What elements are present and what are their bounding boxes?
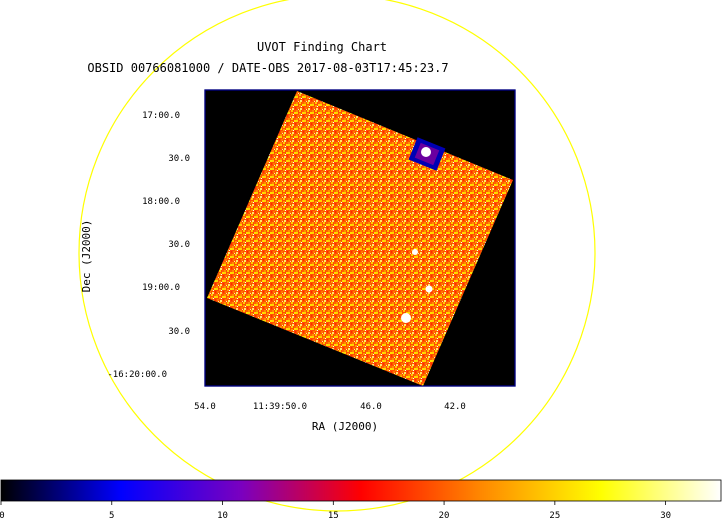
bright-source — [401, 313, 411, 323]
dec-tick-label: 30.0 — [168, 154, 190, 164]
ra-tick-label: 42.0 — [444, 402, 466, 412]
colorbar-ticks: 0 5 10 15 20 25 30 — [0, 501, 671, 521]
dec-tick-label: 19:00.0 — [142, 283, 180, 293]
colorbar — [0, 479, 722, 502]
y-axis-label: Dec (J2000) — [80, 220, 93, 293]
x-axis-label: RA (J2000) — [312, 420, 378, 433]
colorbar-tick-label: 5 — [109, 511, 114, 521]
colorbar-tick-label: 15 — [328, 511, 339, 521]
colorbar-tick-label: 20 — [439, 511, 450, 521]
ra-tick-label: 54.0 — [194, 402, 216, 412]
ra-tick-label: 11:39:50.0 — [253, 402, 307, 412]
bright-source — [412, 249, 418, 255]
dec-tick-label: 30.0 — [168, 240, 190, 250]
colorbar-tick-label: 10 — [217, 511, 228, 521]
ra-tick-label: 46.0 — [360, 402, 382, 412]
dec-tick-label: 17:00.0 — [142, 111, 180, 121]
chart-title: UVOT Finding Chart — [257, 40, 387, 54]
colorbar-tick-label: 25 — [549, 511, 560, 521]
dec-tick-label: -16:20:00.0 — [107, 370, 167, 380]
dec-tick-label: 18:00.0 — [142, 197, 180, 207]
colorbar-tick-label: 0 — [0, 511, 5, 521]
dec-tick-label: 30.0 — [168, 327, 190, 337]
colorbar-tick-label: 30 — [660, 511, 671, 521]
field-circle — [78, 0, 596, 512]
bright-source — [425, 285, 433, 293]
chart-subtitle: OBSID 00766081000 / DATE-OBS 2017-08-03T… — [87, 61, 448, 75]
